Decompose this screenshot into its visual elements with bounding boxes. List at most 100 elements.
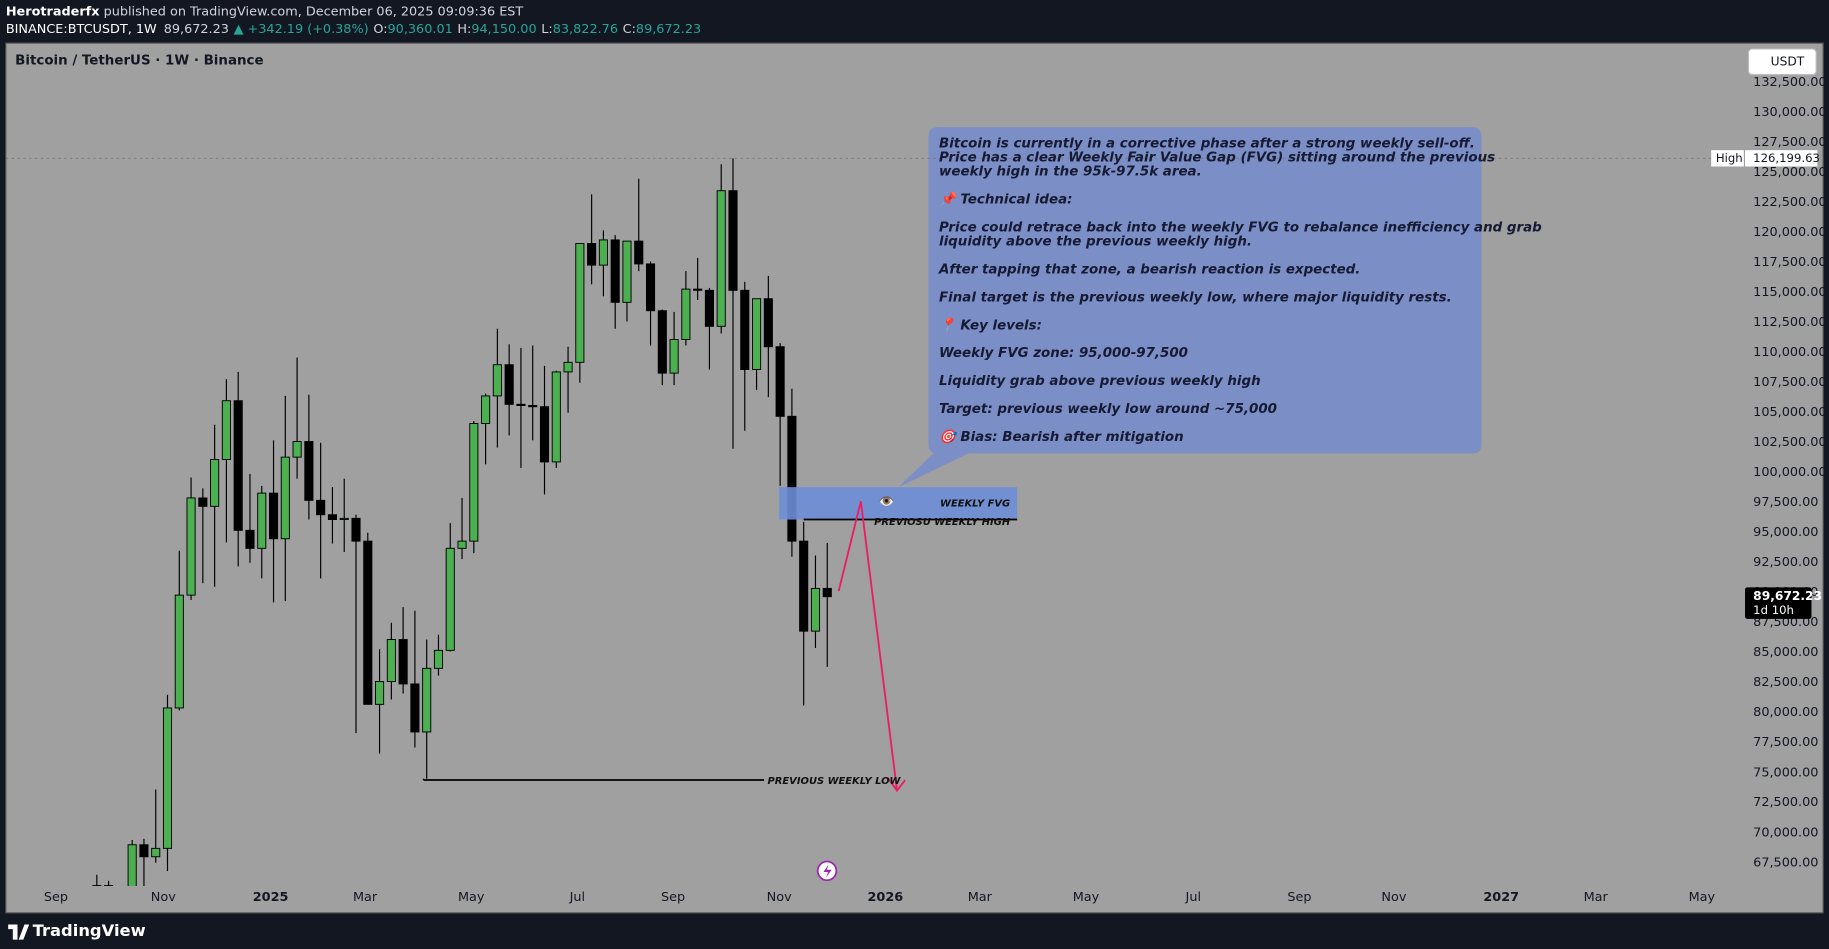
note-line: Target: previous weekly low around ~75,0… [939,402,1277,417]
y-tick-label: 72,500.00 [1753,795,1818,810]
note-line: After tapping that zone, a bearish react… [938,262,1360,277]
candle-body [504,364,514,405]
y-tick-label: 85,000.00 [1753,645,1818,660]
y-tick-label: 120,000.00 [1753,225,1826,240]
note-line: Liquidity grab above previous weekly hig… [939,374,1261,389]
logo-icon [8,924,30,940]
prev-high-label: PREVIOSU WEEKLY HIGH [874,517,1011,528]
note-box [898,127,1482,488]
candle-body [221,400,231,460]
chart-title: Bitcoin / TetherUS · 1W · Binance [15,54,263,69]
candle-body [410,683,420,733]
candle-body [634,240,644,265]
candle-body [669,339,679,374]
candle-body [799,540,809,632]
published: published on TradingView.com, December 0… [104,4,524,19]
candle-body [516,403,526,406]
ticker-line: BINANCE:BTCUSDT, 1W 89,672.23 ▲ +342.19 (+… [6,22,701,37]
arrow-head [886,777,906,793]
ohlc-label: C: [623,22,636,37]
currency-button[interactable] [1747,48,1817,76]
x-tick-label: May [458,890,485,905]
y-tick-label: 87,500.00 [1753,615,1818,630]
candle-body [693,288,703,291]
candle-body [481,395,491,424]
candle-body [186,497,196,596]
fvg-label: WEEKLY FVG [940,498,1010,509]
symbol: BINANCE:BTCUSDT, 1W [6,22,157,37]
candle-body [268,492,279,540]
candle-body [127,844,137,887]
last-price-tag [1745,587,1812,619]
x-tick-label: May [1689,890,1716,905]
candle-body [787,415,797,542]
candle-body [775,346,785,417]
y-tick-label: 95,000.00 [1753,525,1818,540]
note-line: liquidity above the previous weekly high… [939,234,1252,249]
candle-body [492,364,502,397]
change: ▲ +342.19 (+0.38%) [234,22,369,37]
candle-body [92,885,102,887]
x-tick-label: 2027 [1483,890,1519,905]
candle-body [575,243,585,363]
candle-body [363,540,373,705]
prev-low-label: PREVIOUS WEEKLY LOW [768,776,902,787]
candle-body [257,492,267,549]
last-price-label: 89,672.23 [1753,589,1822,603]
x-tick-label: 2025 [253,890,289,905]
candle-body [457,540,467,549]
logo-text: TradingView [33,921,146,940]
candle-body [445,547,455,651]
candle-body [587,243,597,266]
y-tick-label: 132,500.00 [1753,75,1826,90]
x-tick-label: 2026 [867,890,903,905]
y-tick-label: 110,000.00 [1753,345,1826,360]
currency-label[interactable]: USDT [1771,54,1805,68]
candle-body [280,456,290,540]
header-line: Herotraderfx published on TradingView.co… [6,4,524,19]
high-price-tag [1745,150,1818,167]
y-tick-label: 125,000.00 [1753,165,1826,180]
note-line: Bitcoin is currently in a corrective pha… [939,136,1475,151]
y-tick-label: 97,500.00 [1753,495,1818,510]
candle-body [610,239,620,303]
y-tick-label: 117,500.00 [1753,255,1826,270]
candle-body [351,517,361,542]
candle-body [704,289,714,327]
note-line: Price has a clear Weekly Fair Value Gap … [939,150,1495,165]
y-tick-label: 112,500.00 [1753,315,1826,330]
y-tick-label: 77,500.00 [1753,735,1818,750]
y-tick-label: 82,500.00 [1753,675,1818,690]
note-line: Final target is the previous weekly low,… [939,290,1452,305]
y-tick-label: 70,000.00 [1753,825,1818,840]
ohlc-label: O: [373,22,387,37]
y-tick-label: 75,000.00 [1753,765,1818,780]
candle-body [386,639,396,683]
note-line: 📌 Technical idea: [939,190,1072,207]
candle-body [763,298,773,348]
candle-body [375,681,385,705]
candle-body [822,587,832,598]
candle-body [681,288,691,340]
note-line: weekly high in the 95k-97.5k area. [939,164,1202,179]
ohlc-value: 83,822.76 [553,22,618,37]
countdown: 1d 10h [1753,603,1794,617]
candle-body [740,289,750,370]
candle-body [198,497,208,507]
candle-body [645,263,656,312]
y-tick-label: 80,000.00 [1753,705,1818,720]
candle-body [551,371,561,463]
y-tick-label: 105,000.00 [1753,405,1826,420]
candle-body [304,441,314,501]
y-tick-label: 127,500.00 [1753,135,1826,150]
candle-body [139,844,149,858]
candle-body [316,499,326,516]
last-price: 89,672.23 [164,22,229,37]
candle-body [162,707,173,849]
candle-body [622,240,632,303]
y-tick-label: 107,500.00 [1753,375,1826,390]
y-tick-label: 115,000.00 [1753,285,1826,300]
x-tick-label: Sep [1287,890,1311,905]
candle-body [233,400,243,531]
